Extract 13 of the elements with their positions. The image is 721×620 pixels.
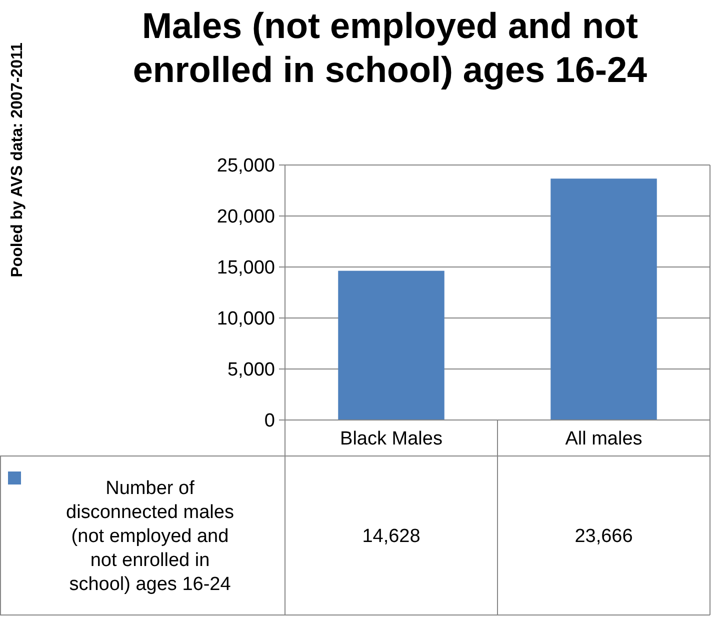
x-tick-label: Black Males [340,428,442,450]
y-tick-label: 10,000 [216,308,275,330]
x-tick-label: All males [565,428,642,450]
data-label: 23,666 [574,526,633,548]
chart-title: Males (not employed and not enrolled in school) ages 16-24 [132,5,648,90]
data-label: 14,628 [362,526,420,548]
y-tick-label: 5,000 [227,360,275,381]
text: Pooled by AVS data: 2007-2011 [9,42,26,278]
text: Number of disconnected males (not employed and not enrolled in school) ages 16-24 [66,478,234,596]
y-tick-label: 0 [264,410,275,432]
y-tick-label: 25,000 [216,156,275,177]
y-tick-label: 20,000 [216,206,275,228]
y-tick-label: 15,000 [216,258,275,279]
